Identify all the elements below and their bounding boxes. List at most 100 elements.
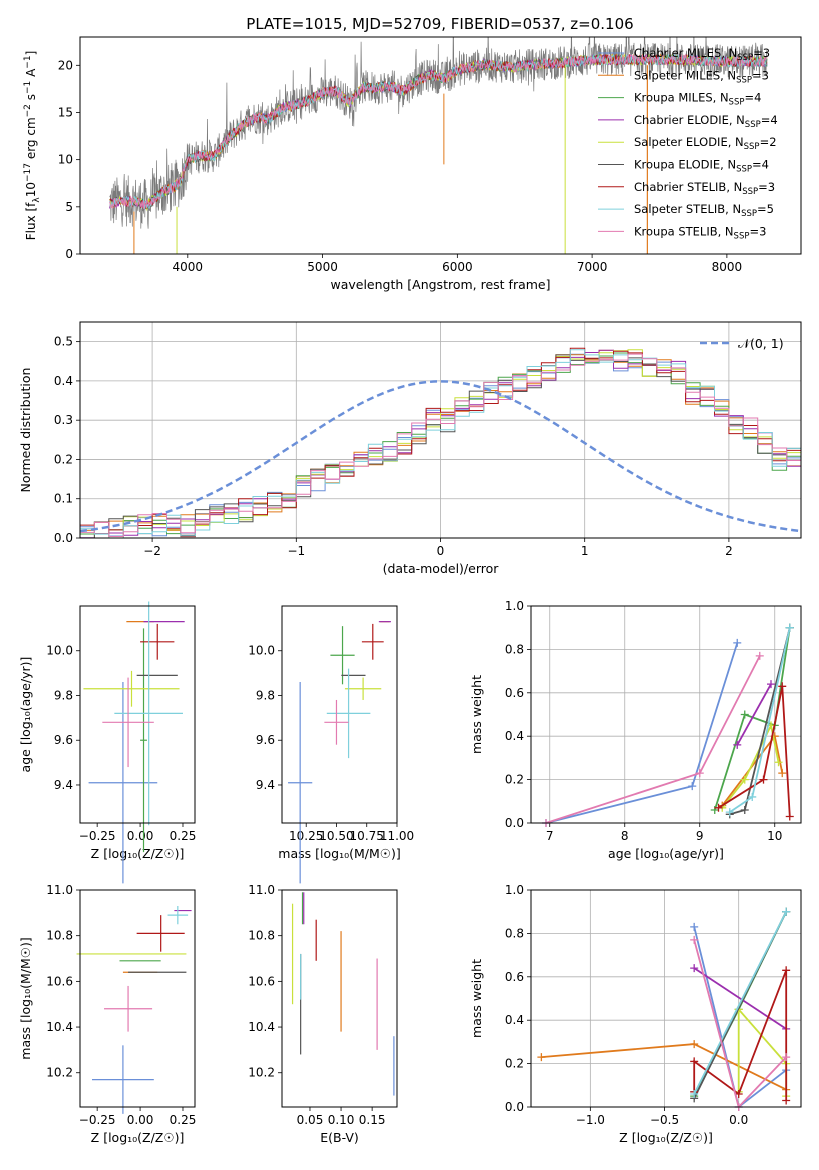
y-tick-label: 11.0 [248,883,275,897]
legend-label-part: =3 [749,224,766,238]
panel-spectrum: 4000 5000 6000 7000 8000 0 5 10 15 20 wavelength [… [23,36,802,292]
x-axis-label: age [log₁₀(age/yr)] [608,846,724,861]
weight-point-8 [755,651,764,660]
legend-label-part: Chabrier ELODIE, N [634,113,745,127]
y-axis-label-part: λ [32,197,42,203]
legend-label-7: Salpeter STELIB, NSSP=5 [634,202,774,219]
x-axis-label: mass [log₁₀(M/M☉)] [278,846,400,861]
panel-age-vs-metallicity: −0.25 0.00 0.25 9.4 9.6 9.8 10.0 Z [log₁₀(Z/Z☉)… [18,601,197,884]
legend-label-part: Kroupa MILES, N [634,91,729,105]
plot-frame [530,889,802,1108]
normal-curve-line [80,380,801,533]
y-tick-label: 11.0 [46,883,73,897]
weight-series-line-0 [545,642,739,824]
legend-label-1: Salpeter MILES, NSSP=3 [634,68,769,85]
legend-label-part: =4 [744,91,761,105]
y-axis-label-part: s [24,94,38,104]
y-tick-label: 0.4 [505,729,524,743]
figure-title: PLATE=1015, MJD=52709, FIBERID=0537, z=0… [246,15,633,33]
weight-series-line-0 [693,926,787,1109]
weight-point-5 [740,805,749,814]
y-tick-label: 0.6 [505,686,524,700]
histogram-step-6 [80,347,801,538]
weight-series-line-3 [693,967,787,1030]
legend-label-part: =3 [753,46,770,60]
y-tick-label: 0.1 [54,492,73,506]
legend-label: 𝒩(0, 1) [738,336,784,351]
y-tick-label: 15 [58,105,73,119]
x-tick-label: 10.75 [350,829,384,843]
y-tick-label: 0.0 [505,1100,524,1114]
legend-label-part: =3 [758,180,775,194]
y-tick-label: 10.4 [248,1020,275,1034]
legend-label-part: SSP [734,231,750,241]
model-spectrum-line-8 [109,53,768,210]
x-tick-label: 0.05 [297,1113,324,1127]
legend-label-part: Salpeter STELIB, N [634,202,741,216]
weight-point-7 [782,907,791,916]
y-axis-label-part: A [24,68,38,81]
y-axis-label: mass [log₁₀(M/M☉)] [18,937,33,1059]
legend-label-part: Chabrier STELIB, N [634,180,742,194]
legend-label-part: Kroupa STELIB, N [634,224,734,238]
x-tick-label: 0.0 [729,1113,748,1127]
y-tick-label: 20 [58,58,73,72]
y-tick-label: 0.2 [505,1057,524,1071]
histogram-step-7 [80,349,801,538]
weight-series-line-6 [718,686,791,817]
x-tick-label: 8000 [712,260,743,274]
x-tick-label: 0.00 [127,829,154,843]
y-tick-label: 10.8 [248,929,275,943]
weight-point-8 [695,769,704,778]
histogram-step-5 [80,354,801,538]
legend-label-part: Chabrier MILES, N [634,46,737,60]
y-tick-label: 0.8 [505,926,524,940]
legend-label-part: SSP [742,187,758,197]
x-tick-label: 0.25 [170,829,197,843]
y-tick-label: 0.3 [54,413,73,427]
weight-point-6 [785,812,794,821]
panel-mass-weight-vs-age: 7 8 9 10 0.0 0.2 0.4 0.6 0.8 1.0 age [log₁₀(age/yr… [469,599,802,861]
model-spectrum-line-7 [109,53,768,210]
weight-point-6 [778,682,787,691]
legend-label-part: Salpeter ELODIE, N [634,135,744,149]
x-tick-label: 10 [767,829,782,843]
y-axis-label-part: ] [24,51,38,56]
weight-point-1 [537,1053,546,1062]
weight-point-6 [714,803,723,812]
weight-series-line-7 [693,911,788,1095]
legend-label-part: SSP [741,209,757,219]
y-tick-label: 5 [65,200,73,214]
y-axis-label-part: −2 [23,104,33,117]
x-tick-label: 11.00 [380,829,414,843]
weight-point-7 [748,792,757,801]
y-tick-label: 0.2 [54,452,73,466]
x-tick-label: −0.5 [650,1113,679,1127]
y-tick-label: 9.8 [256,688,275,702]
x-tick-label: 1 [581,544,589,558]
legend-label-3: Chabrier ELODIE, NSSP=4 [634,113,778,130]
x-tick-label: −1 [287,544,305,558]
legend-label-part: =3 [752,68,769,82]
legend-label-part: =2 [760,135,777,149]
x-tick-label: 4000 [173,260,204,274]
plot-frame [281,889,398,1108]
weight-point-8 [782,1053,791,1062]
y-axis-label-part: −1 [23,55,33,68]
plot-frame [79,321,802,539]
x-axis-label: Z [log₁₀(Z/Z☉)] [91,846,185,861]
y-axis-label-part: −17 [23,163,33,182]
plot-frame [530,605,802,824]
y-tick-label: 0.8 [505,642,524,656]
x-tick-label: 0.10 [328,1113,355,1127]
weight-point-4 [740,775,749,784]
weight-point-3 [733,740,742,749]
observed-spectrum-line [109,37,768,229]
plot-frame [79,605,196,824]
legend-label-8: Kroupa STELIB, NSSP=3 [634,224,766,241]
legend-label-4: Salpeter ELODIE, NSSP=2 [634,135,777,152]
panel-mass-vs-metallicity: −0.25 0.00 0.25 10.2 10.4 10.6 10.8 11.0 Z [log₁… [18,883,196,1145]
